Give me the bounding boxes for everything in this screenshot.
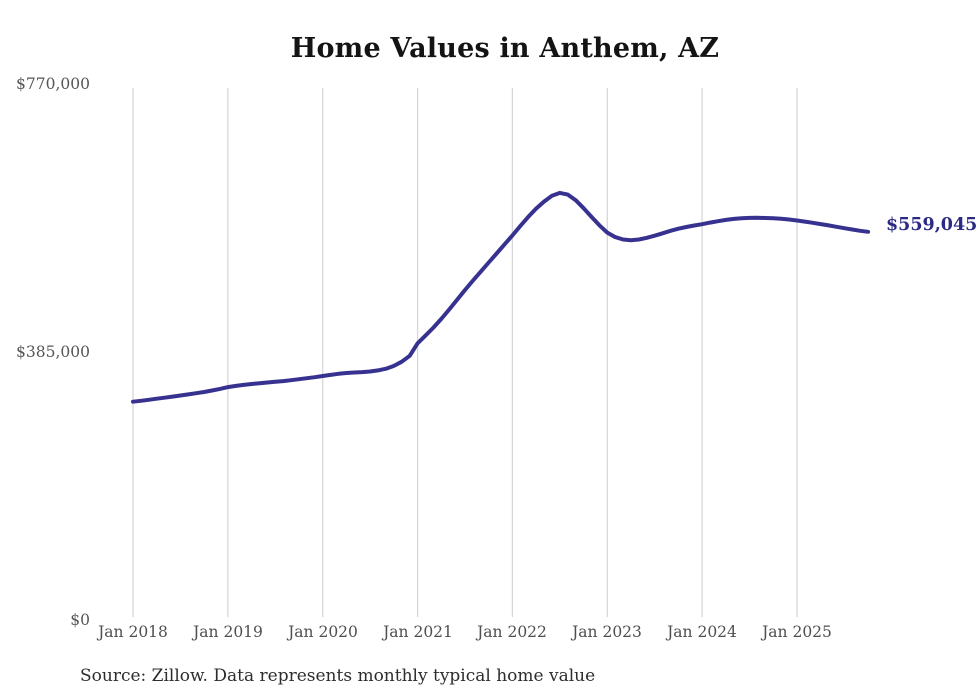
- y-axis-tick-0: $0: [70, 611, 90, 629]
- x-axis-tick-jan-2024: Jan 2024: [667, 623, 737, 641]
- chart-title: Home Values in Anthem, AZ: [290, 33, 720, 64]
- y-axis-tick-385000: $385,000: [16, 343, 90, 361]
- x-axis-tick-jan-2022: Jan 2022: [477, 623, 547, 641]
- x-axis-tick-jan-2023: Jan 2023: [572, 623, 642, 641]
- x-axis-tick-jan-2025: Jan 2025: [762, 623, 832, 641]
- x-axis-tick-jan-2021: Jan 2021: [383, 623, 453, 641]
- x-axis-tick-jan-2018: Jan 2018: [98, 623, 168, 641]
- source-note: Source: Zillow. Data represents monthly …: [80, 666, 596, 686]
- x-axis-tick-jan-2020: Jan 2020: [288, 623, 358, 641]
- x-axis-tick-jan-2019: Jan 2019: [193, 623, 263, 641]
- y-axis-tick-770000: $770,000: [16, 75, 90, 93]
- latest-value-label: $559,045: [886, 215, 978, 235]
- home-value-series-line: [131, 190, 871, 404]
